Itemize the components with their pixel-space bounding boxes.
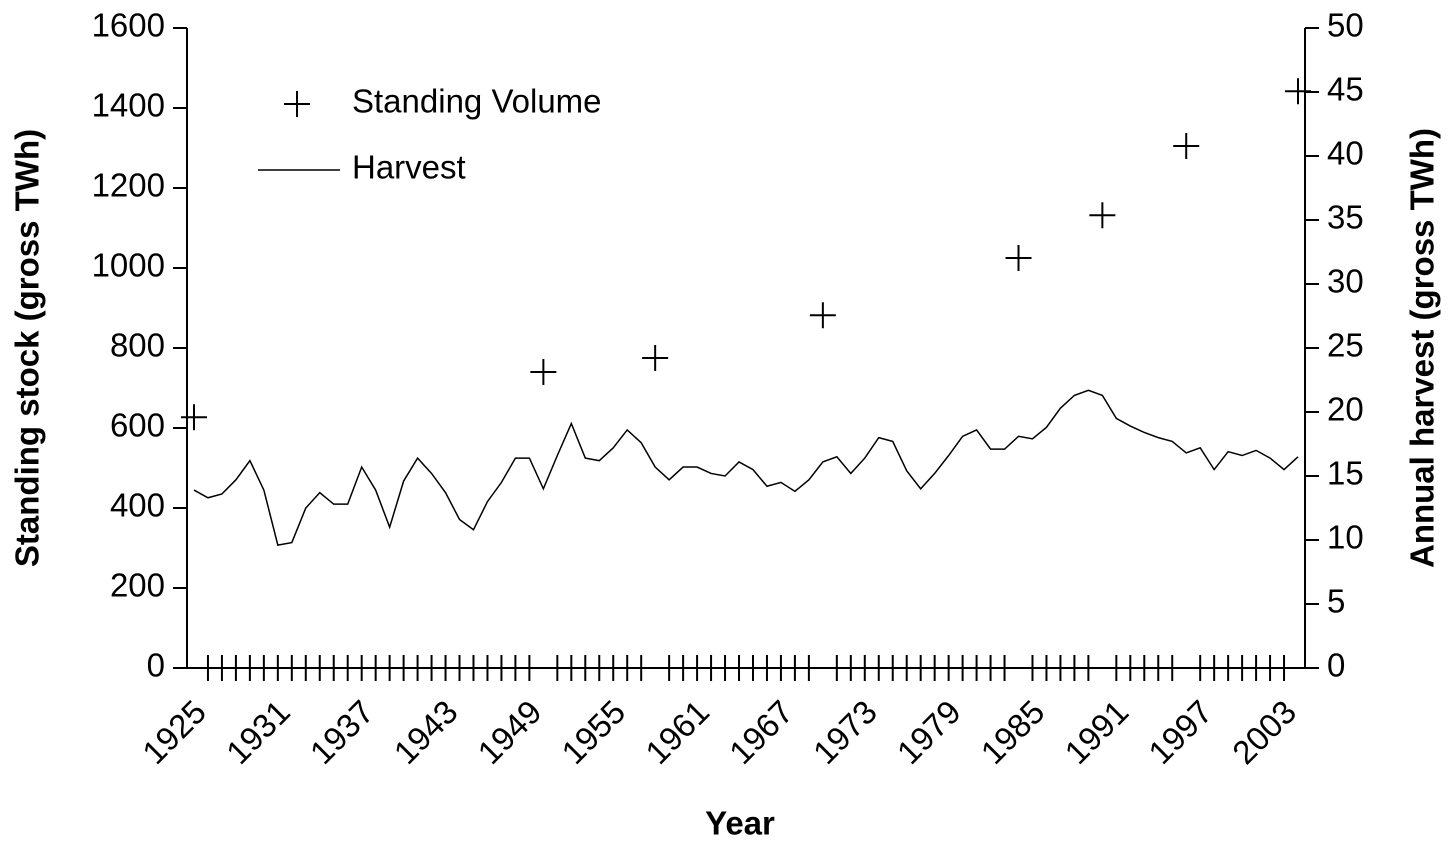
marker (795, 655, 822, 681)
x-tick-label: 1961 (638, 693, 716, 771)
y-axis-title: Standing stock (gross TWh) (9, 129, 46, 567)
y2-tick-label: 25 (1327, 327, 1364, 364)
x-tick-label: 1979 (890, 693, 968, 771)
y2-tick-label: 15 (1327, 455, 1364, 492)
y-tick-label: 1200 (92, 167, 165, 204)
marker (628, 655, 655, 681)
y-tick-label: 0 (147, 647, 165, 684)
y2-tick-label: 35 (1327, 199, 1364, 236)
y-tick-label: 1400 (92, 87, 165, 124)
marker (1005, 245, 1032, 271)
y-tick-label: 1600 (92, 7, 165, 44)
y-tick-label: 800 (110, 327, 165, 364)
x-tick-label: 1925 (135, 693, 213, 771)
y2-tick-label: 5 (1327, 583, 1345, 620)
marker (809, 302, 836, 329)
legend-marker (284, 91, 310, 117)
marker (1075, 655, 1102, 681)
y-tick-label: 600 (110, 407, 165, 444)
x-tick-label: 1937 (303, 693, 381, 771)
x-tick-label: 1949 (470, 693, 548, 771)
x-tick-label: 1997 (1141, 693, 1219, 771)
marker (1271, 655, 1298, 681)
marker (1089, 202, 1116, 229)
x-tick-label: 1991 (1057, 693, 1135, 771)
y2-tick-label: 45 (1327, 71, 1364, 108)
x-tick-label: 1931 (219, 693, 297, 771)
y2-tick-label: 0 (1327, 647, 1345, 684)
y2-tick-label: 20 (1327, 391, 1364, 428)
marker (991, 655, 1018, 681)
marker (1285, 78, 1312, 105)
x-tick-label: 1985 (974, 693, 1052, 771)
y-tick-label: 400 (110, 487, 165, 524)
marker (180, 404, 207, 431)
legend-label: Harvest (352, 149, 466, 186)
x-tick-label: 1943 (387, 693, 465, 771)
x-tick-label: 1967 (722, 693, 800, 771)
marker (530, 359, 557, 385)
x-tick-label: 1955 (554, 693, 632, 771)
marker (1173, 133, 1200, 159)
y2-tick-label: 50 (1327, 7, 1364, 44)
x-tick-label: 1973 (806, 693, 884, 771)
marker (1159, 655, 1186, 681)
y2-axis-title: Annual harvest (gross TWh) (1404, 128, 1441, 568)
y-tick-label: 1000 (92, 247, 165, 284)
y-tick-label: 200 (110, 567, 165, 604)
marker (516, 655, 543, 681)
x-axis-title: Year (705, 805, 775, 842)
y2-tick-label: 40 (1327, 135, 1364, 172)
x-tick-label: 2003 (1225, 693, 1303, 771)
legend-label: Standing Volume (352, 83, 602, 120)
y2-tick-label: 10 (1327, 519, 1364, 556)
harvest-line (193, 389, 1299, 546)
y2-tick-label: 30 (1327, 263, 1364, 300)
marker (642, 345, 669, 371)
